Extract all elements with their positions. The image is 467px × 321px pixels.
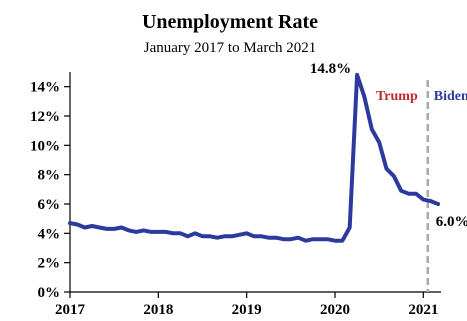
trump-label: Trump [376,89,418,104]
peak-value-label: 14.8% [310,61,351,77]
y-tick-label: 8% [38,168,61,184]
x-tick-label: 2017 [55,302,86,318]
axes [69,72,441,293]
y-tick-label: 4% [38,226,61,242]
y-tick-label: 14% [30,80,60,96]
x-tick-label: 2021 [408,302,438,318]
y-tick-label: 10% [30,138,60,154]
chart-subtitle: January 2017 to March 2021 [144,40,316,56]
x-axis-ticks: 2017 2018 2019 2020 2021 [55,292,438,318]
unemployment-series-line [68,72,441,243]
chart-title: Unemployment Rate [142,11,318,33]
y-tick-label: 0% [38,285,61,301]
x-tick-label: 2019 [232,302,262,318]
x-tick-label: 2020 [320,302,350,318]
biden-label: Biden [434,89,467,104]
y-axis-ticks: 0% 2% 4% 6% 8% 10% 12% 14% [30,80,70,301]
y-tick-label: 6% [38,197,61,213]
end-value-label: 6.0% [436,214,467,230]
x-tick-label: 2018 [143,302,173,318]
y-tick-label: 12% [30,109,60,125]
y-tick-label: 2% [38,256,61,272]
